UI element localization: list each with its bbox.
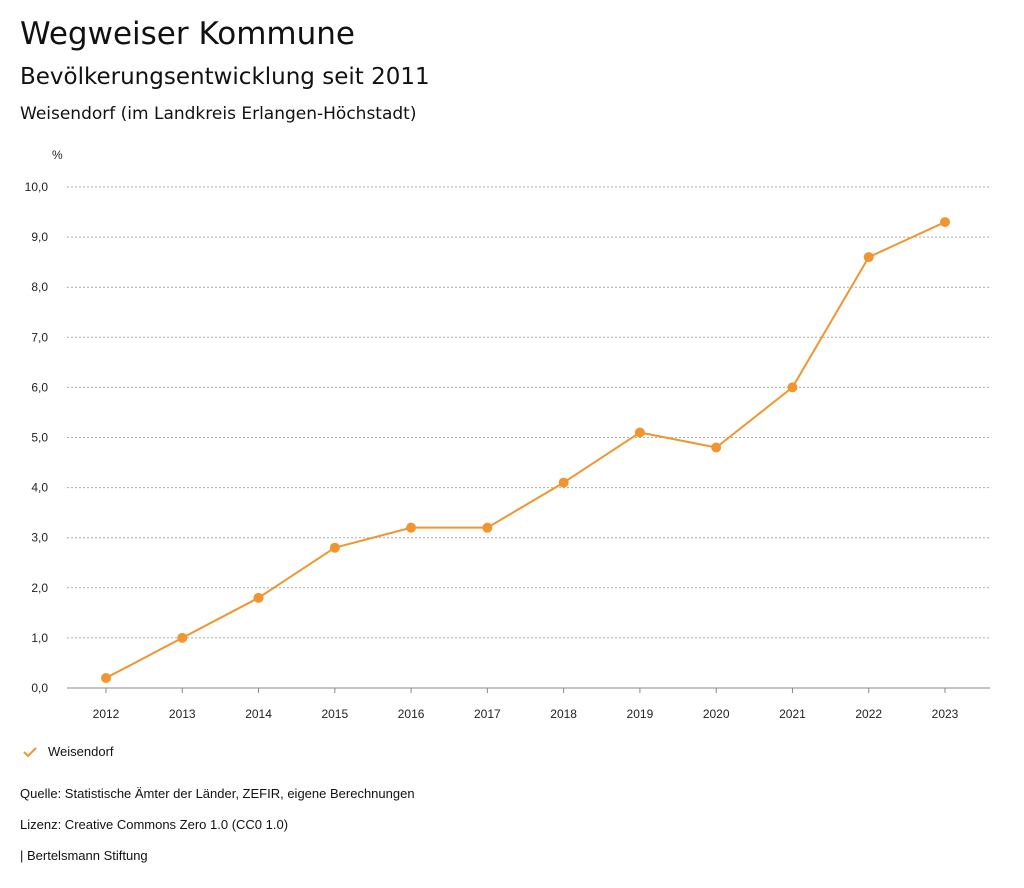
y-tick-label: 2,0: [31, 581, 48, 595]
x-tick-label: 2017: [474, 707, 501, 721]
data-point[interactable]: [177, 632, 188, 643]
legend-label-weisendorf: Weisendorf: [48, 744, 114, 759]
x-tick-label: 2012: [93, 707, 120, 721]
line-chart: % 0,0 1,0 2,0 3,0 4,0 5,0 6,0 7,0 8,0 9,0 10,0 201…: [25, 148, 990, 721]
data-point[interactable]: [558, 477, 569, 488]
data-point[interactable]: [101, 672, 111, 683]
y-tick-label: 5,0: [31, 431, 48, 445]
data-point[interactable]: [634, 427, 645, 438]
x-tick-label: 2013: [169, 707, 196, 721]
legend-check-icon: [23, 746, 37, 757]
data-point[interactable]: [329, 542, 340, 553]
x-tick-label: 2016: [398, 707, 425, 721]
x-tick-label: 2015: [321, 707, 348, 721]
x-tick-label: 2018: [550, 707, 577, 721]
series-weisendorf: [101, 217, 950, 683]
y-tick-labels: 0,0 1,0 2,0 3,0 4,0 5,0 6,0 7,0 8,0 9,0 10,0: [25, 180, 49, 695]
x-tick-label: 2022: [855, 707, 882, 721]
data-point[interactable]: [253, 592, 264, 603]
data-point[interactable]: [940, 217, 950, 228]
x-tick-label: 2020: [703, 707, 730, 721]
data-point[interactable]: [863, 252, 874, 263]
y-tick-label: 4,0: [31, 481, 48, 495]
y-tick-label: 1,0: [31, 631, 48, 645]
y-tick-label: 0,0: [31, 681, 48, 695]
y-tick-label: 10,0: [25, 180, 49, 194]
data-point[interactable]: [482, 522, 493, 533]
license-note: Lizenz: Creative Commons Zero 1.0 (CC0 1…: [20, 817, 289, 832]
x-tick-label: 2019: [627, 707, 654, 721]
source-note: Quelle: Statistische Ämter der Länder, Z…: [20, 786, 415, 801]
legend[interactable]: Weisendorf: [22, 744, 114, 759]
y-tick-label: 8,0: [31, 280, 48, 294]
grid-lines: [67, 186, 990, 639]
y-tick-label: 6,0: [31, 380, 48, 394]
y-tick-label: 3,0: [31, 531, 48, 545]
chart-subtitle: Bevölkerungsentwicklung seit 2011: [20, 64, 430, 90]
y-axis-unit-label: %: [52, 148, 63, 162]
publisher-note: | Bertelsmann Stiftung: [20, 848, 148, 863]
x-tick-label: 2023: [932, 707, 959, 721]
axes: [67, 687, 990, 693]
series-line: [105, 221, 946, 679]
data-point[interactable]: [787, 382, 798, 393]
data-point[interactable]: [711, 442, 722, 453]
x-tick-label: 2014: [245, 707, 272, 721]
page-title: Wegweiser Kommune: [20, 16, 355, 52]
region-label: Weisendorf (im Landkreis Erlangen-Höchst…: [20, 104, 417, 124]
y-tick-label: 9,0: [31, 230, 48, 244]
y-tick-label: 7,0: [31, 330, 48, 344]
x-tick-label: 2021: [779, 707, 806, 721]
data-point[interactable]: [406, 522, 417, 533]
x-tick-labels: 2012 2013 2014 2015 2016 2017 2018 2019 2020 2021…: [93, 707, 959, 721]
